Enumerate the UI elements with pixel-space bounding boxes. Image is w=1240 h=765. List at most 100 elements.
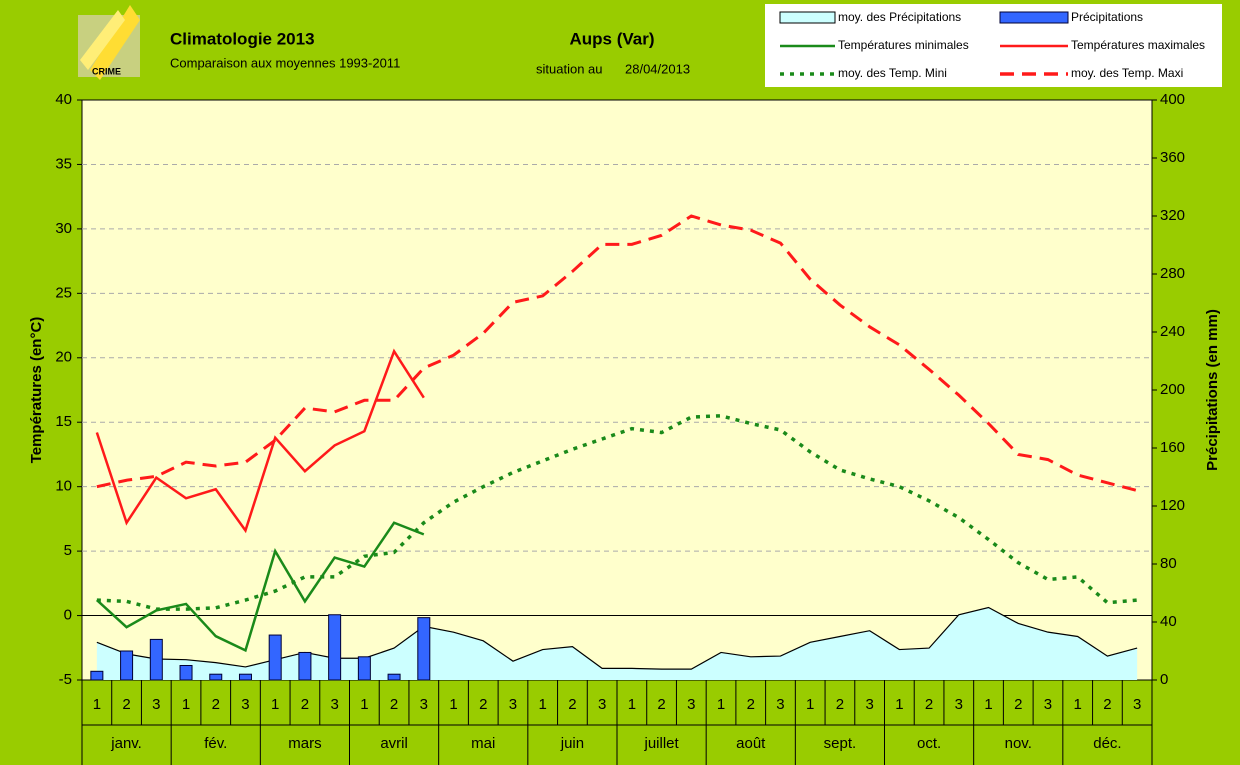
x-tick-label: 3 <box>776 696 784 713</box>
x-tick-label: 3 <box>509 696 517 713</box>
x-tick-label: 2 <box>925 696 933 713</box>
y-tick-label: 20 <box>55 349 72 366</box>
bar <box>90 670 104 681</box>
group-label: avril <box>380 735 408 752</box>
y2-tick-label: 0 <box>1160 671 1168 688</box>
group-label: juin <box>560 735 584 752</box>
x-tick-label: 3 <box>420 696 428 713</box>
bar <box>357 656 371 681</box>
series-line <box>95 348 425 534</box>
bar <box>328 614 342 681</box>
x-tick-label: 2 <box>1103 696 1111 713</box>
y2-tick-label: 160 <box>1160 439 1185 456</box>
series-line <box>96 521 425 653</box>
y-tick-label: 35 <box>55 155 72 172</box>
x-tick-label: 2 <box>301 696 309 713</box>
x-tick-label: 1 <box>360 696 368 713</box>
bar <box>149 638 163 681</box>
y2-axis-title: Précipitations (en mm) <box>1204 309 1221 471</box>
x-tick-label: 2 <box>836 696 844 713</box>
group-label: sept. <box>824 735 857 752</box>
y-tick-label: 10 <box>55 478 72 495</box>
bar <box>387 673 401 681</box>
group-label: août <box>736 735 766 752</box>
x-tick-label: 2 <box>747 696 755 713</box>
group-label: fév. <box>204 735 227 752</box>
x-tick-label: 1 <box>806 696 814 713</box>
y-axis-title: Températures (en°C) <box>28 317 45 464</box>
x-tick-label: 3 <box>687 696 695 713</box>
x-tick-label: 2 <box>212 696 220 713</box>
y2-tick-label: 280 <box>1160 265 1185 282</box>
x-tick-label: 2 <box>1014 696 1022 713</box>
y2-tick-label: 400 <box>1160 91 1185 108</box>
y-tick-label: 25 <box>55 284 72 301</box>
plot-area <box>81 99 1153 681</box>
x-tick-label: 3 <box>330 696 338 713</box>
x-tick-label: 1 <box>93 696 101 713</box>
x-tick-label: 2 <box>122 696 130 713</box>
series-line <box>96 414 1138 611</box>
legend-swatch <box>999 11 1069 24</box>
x-tick-label: 3 <box>865 696 873 713</box>
x-tick-label: 3 <box>598 696 606 713</box>
legend-swatch <box>779 11 836 24</box>
x-tick-label: 1 <box>539 696 547 713</box>
y-tick-label: -5 <box>59 671 72 688</box>
legend-label: moy. des Temp. Maxi <box>1071 66 1183 80</box>
bar <box>298 651 312 681</box>
bar <box>417 617 431 681</box>
x-tick-label: 1 <box>449 696 457 713</box>
x-tick-label: 2 <box>390 696 398 713</box>
legend-label: moy. des Temp. Mini <box>838 66 947 80</box>
y-tick-label: 5 <box>64 542 72 559</box>
x-tick-label: 1 <box>182 696 190 713</box>
group-label: mars <box>288 735 321 752</box>
y-tick-label: 40 <box>55 91 72 108</box>
subtitle: Comparaison aux moyennes 1993-2011 <box>170 55 400 70</box>
legend-label: Températures minimales <box>838 38 969 52</box>
bar <box>268 634 282 681</box>
group-label: oct. <box>917 735 941 752</box>
bar <box>179 665 193 681</box>
y2-tick-label: 80 <box>1160 555 1177 572</box>
bar <box>238 673 252 681</box>
legend-label: Températures maximales <box>1071 38 1205 52</box>
group-label: mai <box>471 735 495 752</box>
x-tick-label: 1 <box>271 696 279 713</box>
series-line <box>96 214 1138 492</box>
area-fill <box>96 607 1138 680</box>
station: Aups (Var) <box>569 29 654 48</box>
y2-tick-label: 360 <box>1160 149 1185 166</box>
x-tick-label: 2 <box>479 696 487 713</box>
grid <box>82 163 1152 617</box>
group-label: nov. <box>1005 735 1032 752</box>
group-label: juillet <box>643 735 679 752</box>
y-tick-label: 0 <box>64 607 72 624</box>
situation-date: 28/04/2013 <box>625 61 690 76</box>
situation-label: situation au <box>536 61 603 76</box>
x-tick-label: 3 <box>955 696 963 713</box>
y-tick-label: 30 <box>55 220 72 237</box>
x-tick-label: 2 <box>657 696 665 713</box>
chart-title: Climatologie 2013 <box>170 29 315 48</box>
group-label: janv. <box>110 735 142 752</box>
x-tick-label: 1 <box>1074 696 1082 713</box>
x-tick-label: 2 <box>568 696 576 713</box>
bar <box>209 673 223 681</box>
legend-label: Précipitations <box>1071 10 1143 24</box>
x-tick-label: 1 <box>895 696 903 713</box>
y2-tick-label: 40 <box>1160 613 1177 630</box>
x-tick-label: 1 <box>984 696 992 713</box>
y2-tick-label: 320 <box>1160 207 1185 224</box>
bar <box>120 650 134 681</box>
y-tick-label: 15 <box>55 413 72 430</box>
group-label: déc. <box>1093 735 1121 752</box>
svg-text:CRIME: CRIME <box>92 66 121 76</box>
legend-label: moy. des Précipitations <box>838 10 961 24</box>
y2-tick-label: 200 <box>1160 381 1185 398</box>
x-tick-label: 3 <box>152 696 160 713</box>
y2-tick-label: 120 <box>1160 497 1185 514</box>
y2-tick-label: 240 <box>1160 323 1185 340</box>
